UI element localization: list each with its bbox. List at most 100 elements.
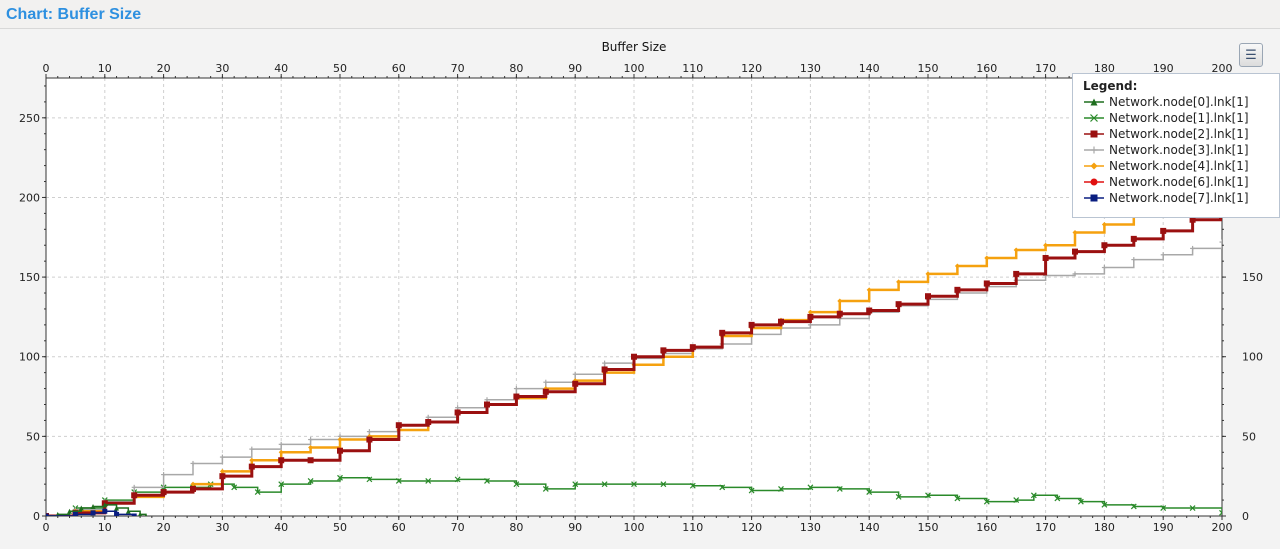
x-tick-label: 140 [859,521,880,534]
y-tick-label-right: 150 [1242,271,1263,284]
data-point [1030,492,1037,499]
data-point [278,449,284,455]
legend-item: Network.node[6].lnk[1] [1083,174,1279,190]
series-2 [46,213,1222,516]
data-point [46,513,49,516]
data-point [1090,114,1098,122]
x-tick-label-top: 140 [859,62,880,75]
data-point [219,454,225,460]
data-point [278,481,285,488]
page-title: Chart: Buffer Size [6,6,142,23]
chart-title: Buffer Size [602,40,667,54]
x-tick-label: 10 [98,521,112,534]
data-point [748,487,755,494]
data-point [425,419,432,426]
x-tick-label: 90 [568,521,582,534]
x-tick-label-top: 200 [1212,62,1233,75]
legend-item: Network.node[4].lnk[1] [1083,158,1279,174]
x-tick-label: 180 [1094,521,1115,534]
data-point [484,478,490,484]
legend-label: Network.node[4].lnk[1] [1109,159,1249,173]
x-tick-label-top: 130 [800,62,821,75]
data-point [983,280,990,287]
y-tick-label-right: 0 [1242,510,1249,523]
x-tick-label-top: 50 [333,62,347,75]
data-point [1090,178,1098,186]
legend-swatch [1084,178,1104,186]
data-point [278,441,284,447]
data-point [983,498,990,505]
data-point [1013,270,1020,277]
x-tick-label: 130 [800,521,821,534]
data-point [542,485,549,492]
data-point [1072,248,1078,255]
data-point [55,511,60,516]
x-tick-label: 50 [333,521,347,534]
data-point [1090,194,1098,202]
legend-swatch [1084,146,1104,154]
data-point [631,353,637,360]
data-point [1013,247,1019,253]
legend-label: Network.node[2].lnk[1] [1109,127,1249,141]
data-point [719,329,726,336]
data-point [67,508,73,514]
data-point [778,485,784,492]
data-point [1090,98,1098,106]
x-tick-label-top: 160 [976,62,997,75]
x-tick-label-top: 190 [1153,62,1174,75]
data-point [1043,242,1049,248]
x-tick-label-top: 0 [43,62,50,75]
data-point [513,386,519,392]
data-point [807,322,813,328]
data-point [513,481,520,488]
data-point [131,513,137,516]
x-tick-label-top: 20 [157,62,171,75]
data-point [601,366,608,373]
chart-legend: Legend: Network.node[0].lnk[1] Network.no… [1072,73,1280,218]
data-point [308,445,314,451]
data-point [454,476,461,483]
data-point [954,263,960,269]
data-point [160,489,167,496]
data-point [572,371,578,377]
data-point [114,511,120,516]
legend-swatch [1084,162,1104,170]
legend-label: Network.node[1].lnk[1] [1109,111,1249,125]
legend-swatch [1084,98,1104,106]
x-tick-label: 170 [1035,521,1056,534]
data-point [190,485,196,492]
x-tick-label: 110 [682,521,703,534]
legend-toggle-button[interactable]: ☰ [1239,43,1263,67]
legend-list-icon: ☰ [1245,47,1257,63]
data-point [1101,265,1107,271]
data-point [572,380,579,387]
data-point [131,492,138,499]
x-tick-label-top: 110 [682,62,703,75]
data-point [896,279,902,285]
legend-item: Network.node[2].lnk[1] [1083,126,1279,142]
series-line [46,216,1222,516]
x-tick-label-top: 90 [568,62,582,75]
legend-swatch [1084,114,1104,122]
data-point [337,474,343,481]
data-point [249,446,255,452]
data-point [90,503,96,509]
data-point [190,481,196,487]
data-point [542,388,549,395]
data-point [78,505,84,511]
chart-svg: 0010102020303040405050606070708080909010… [19,40,1263,534]
x-tick-label: 190 [1153,521,1174,534]
data-point [954,495,961,502]
data-point [925,293,931,300]
data-point [125,508,131,514]
x-tick-label: 40 [274,521,288,534]
legend-swatch [1084,194,1104,202]
x-tick-label-top: 60 [392,62,406,75]
data-point [660,481,667,488]
data-point [1090,130,1098,138]
legend-label: Network.node[6].lnk[1] [1109,175,1249,189]
data-point [395,478,402,484]
x-tick-label: 20 [157,521,171,534]
data-point [1160,505,1167,511]
data-point [572,481,579,488]
